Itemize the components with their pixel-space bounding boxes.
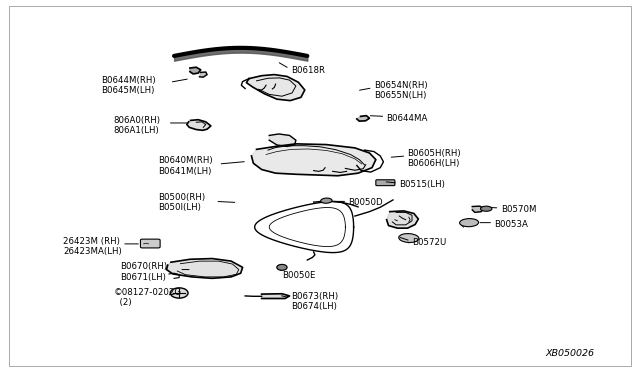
Polygon shape <box>269 134 296 147</box>
Polygon shape <box>262 294 289 298</box>
Ellipse shape <box>481 206 492 211</box>
Circle shape <box>170 288 188 298</box>
Polygon shape <box>387 211 419 228</box>
Ellipse shape <box>321 198 332 203</box>
Polygon shape <box>472 206 484 212</box>
Text: B0618R: B0618R <box>291 66 326 75</box>
Text: B0605H(RH)
B0606H(LH): B0605H(RH) B0606H(LH) <box>408 149 461 168</box>
Circle shape <box>277 264 287 270</box>
Polygon shape <box>190 67 201 74</box>
Text: B0644M(RH)
B0645M(LH): B0644M(RH) B0645M(LH) <box>101 76 156 95</box>
Text: XB050026: XB050026 <box>545 349 594 358</box>
Text: B0670(RH)
B0671(LH): B0670(RH) B0671(LH) <box>120 262 167 282</box>
Text: B0572U: B0572U <box>412 238 446 247</box>
Polygon shape <box>246 75 305 100</box>
Text: B0644MA: B0644MA <box>387 114 428 123</box>
Text: B0500(RH)
B050I(LH): B0500(RH) B050I(LH) <box>158 193 205 212</box>
Text: B0654N(RH)
B0655N(LH): B0654N(RH) B0655N(LH) <box>374 81 428 100</box>
Polygon shape <box>252 144 376 176</box>
Text: B0050D: B0050D <box>349 198 383 207</box>
FancyBboxPatch shape <box>376 180 395 186</box>
Text: ©08127-0202G
  (2): ©08127-0202G (2) <box>114 288 182 308</box>
Text: B0570M: B0570M <box>501 205 536 214</box>
Ellipse shape <box>460 219 479 227</box>
Polygon shape <box>166 259 243 278</box>
Text: 806A0(RH)
806A1(LH): 806A0(RH) 806A1(LH) <box>114 116 161 135</box>
Text: B0053A: B0053A <box>495 220 529 229</box>
Text: B0050E: B0050E <box>282 271 316 280</box>
FancyBboxPatch shape <box>140 239 160 248</box>
Text: B0515(LH): B0515(LH) <box>399 180 445 189</box>
Text: 26423M (RH)
26423MA(LH): 26423M (RH) 26423MA(LH) <box>63 237 122 256</box>
Polygon shape <box>200 72 207 77</box>
Text: B0640M(RH)
B0641M(LH): B0640M(RH) B0641M(LH) <box>158 156 213 176</box>
Text: B0673(RH)
B0674(LH): B0673(RH) B0674(LH) <box>291 292 339 311</box>
Polygon shape <box>356 116 369 121</box>
Polygon shape <box>187 120 211 130</box>
Ellipse shape <box>399 234 419 243</box>
